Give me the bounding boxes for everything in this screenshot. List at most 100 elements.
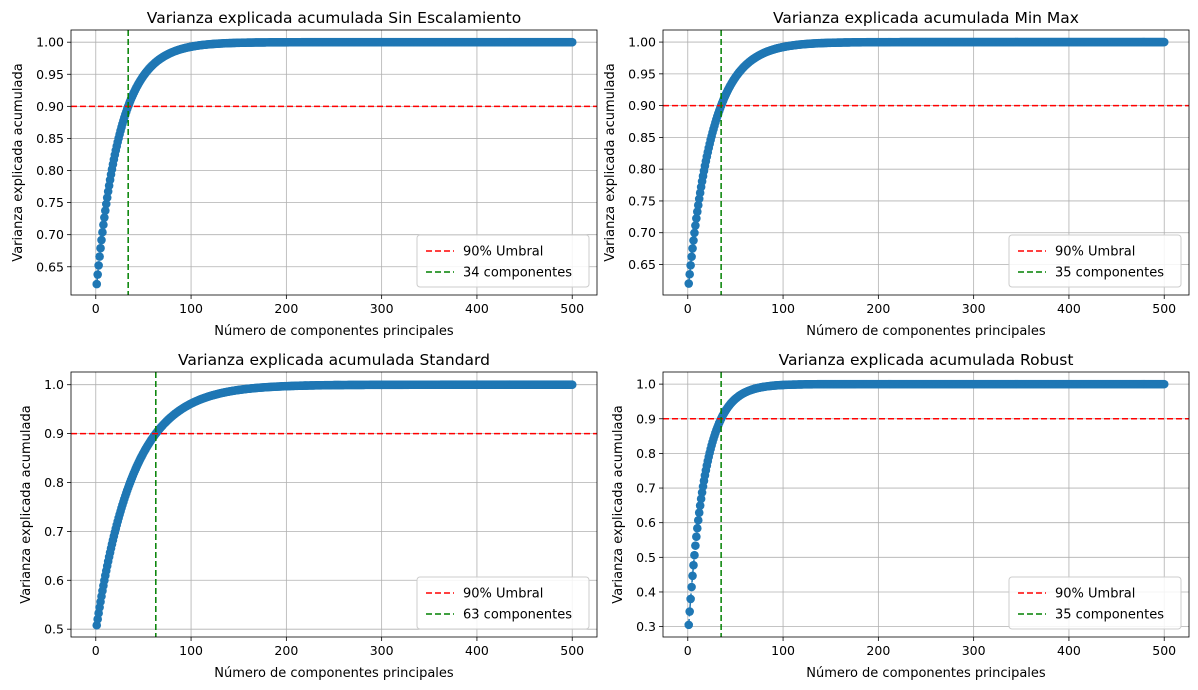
x-tick-label: 0	[92, 301, 100, 316]
y-tick-label: 0.7	[636, 481, 656, 496]
series-group	[92, 380, 577, 630]
series-point	[686, 261, 695, 270]
series-point	[1159, 37, 1169, 47]
x-tick-label: 300	[370, 643, 394, 658]
series-point	[567, 37, 577, 47]
series-point	[687, 252, 696, 262]
y-tick-label: 1.00	[36, 35, 64, 50]
legend: 90% Umbral 35 componentes	[1008, 576, 1182, 630]
axes-frame	[662, 371, 1190, 638]
x-tick-label: 500	[1152, 301, 1176, 316]
x-tick-label: 300	[370, 301, 394, 316]
x-tick-label: 300	[962, 301, 986, 316]
series-point	[684, 279, 694, 288]
series-point	[688, 244, 697, 253]
series-point	[689, 236, 698, 245]
y-tick-label: 0.90	[36, 99, 64, 114]
series-point	[690, 550, 699, 560]
x-tick-label: 200	[274, 301, 298, 316]
series-point	[692, 532, 701, 541]
y-tick-label: 0.90	[628, 98, 656, 113]
series-point	[693, 200, 703, 210]
series-point	[692, 214, 701, 223]
x-tick-label: 0	[684, 643, 692, 658]
series-point	[686, 594, 695, 604]
y-tick-label: 0.65	[36, 259, 64, 274]
series-point	[693, 207, 702, 216]
x-tick-label: 400	[465, 643, 489, 658]
x-axis-label: Número de componentes principales	[214, 324, 454, 339]
x-tick-label: 100	[771, 643, 795, 658]
x-tick-label: 400	[1057, 643, 1081, 658]
x-axis-label: Número de componentes principales	[214, 666, 454, 681]
y-tick-label: 0.65	[628, 257, 656, 272]
legend-box	[416, 576, 590, 630]
series-point	[685, 269, 694, 279]
series-group	[684, 379, 1169, 630]
x-tick-label: 200	[274, 643, 298, 658]
y-tick-label: 0.85	[628, 130, 656, 145]
y-tick-label: 0.9	[636, 411, 656, 426]
axes-frame	[662, 29, 1190, 296]
subplot-2: 0 100 200 300 400 500 0.65 0.70 0.75 0.80 0.85 0.90…	[603, 9, 1190, 339]
series-point	[95, 252, 104, 261]
series-point	[567, 380, 577, 390]
chart-title: Varianza explicada acumulada Sin Escalam…	[147, 9, 521, 27]
x-axis-label: Número de componentes principales	[806, 324, 1046, 339]
y-axis-label: Varianza explicada acumulada	[611, 405, 626, 603]
legend-label: 90% Umbral	[1055, 245, 1135, 260]
y-tick-label: 0.5	[636, 550, 656, 565]
y-tick-label: 1.0	[636, 377, 656, 392]
y-tick-label: 0.9	[44, 426, 64, 441]
x-tick-label: 200	[866, 643, 890, 658]
series-point	[101, 206, 110, 215]
x-tick-label: 100	[179, 301, 203, 316]
series-group	[92, 37, 577, 289]
x-tick-label: 100	[179, 643, 203, 658]
y-tick-label: 0.85	[36, 131, 64, 146]
series-point	[693, 523, 702, 533]
axes-frame	[70, 29, 598, 296]
legend-box	[416, 234, 590, 288]
legend-box	[1008, 234, 1182, 288]
x-tick-label: 100	[771, 301, 795, 316]
series-point	[97, 235, 106, 245]
x-tick-label: 500	[560, 643, 584, 658]
x-tick-label: 0	[684, 301, 692, 316]
y-tick-label: 0.80	[628, 162, 656, 177]
x-axis-label: Número de componentes principales	[806, 666, 1046, 681]
series-point	[695, 501, 705, 510]
x-tick-label: 0	[92, 643, 100, 658]
x-tick-label: 500	[560, 301, 584, 316]
x-tick-label: 400	[465, 301, 489, 316]
chart-title: Varianza explicada acumulada Standard	[178, 351, 490, 369]
series-point	[690, 228, 699, 238]
y-tick-label: 0.95	[36, 67, 64, 82]
subplot-4: 0 100 200 300 400 500 0.3 0.4 0.5 0.6 0.7 0.8 0.9 1.0…	[611, 351, 1190, 681]
series-point	[694, 508, 704, 517]
series-point	[691, 221, 700, 230]
legend-box	[1008, 576, 1182, 630]
x-tick-label: 200	[866, 301, 890, 316]
y-tick-label: 0.75	[36, 195, 64, 210]
series-point	[98, 227, 107, 237]
legend-label: 90% Umbral	[1055, 587, 1135, 602]
y-tick-label: 1.0	[44, 377, 64, 392]
axes-frame	[70, 371, 598, 638]
y-tick-label: 0.70	[628, 225, 656, 240]
chart-title: Varianza explicada acumulada Robust	[779, 351, 1074, 369]
series-point	[93, 270, 102, 279]
series-point	[101, 199, 111, 209]
x-tick-label: 400	[1057, 301, 1081, 316]
legend-label: 90% Umbral	[463, 245, 543, 260]
y-tick-label: 0.8	[636, 446, 656, 461]
series-point	[689, 560, 698, 570]
chart-title: Varianza explicada acumulada Min Max	[773, 9, 1079, 27]
y-tick-label: 0.5	[44, 622, 64, 637]
series-group	[684, 37, 1169, 288]
y-tick-label: 0.6	[636, 515, 656, 530]
series-point	[1159, 379, 1169, 389]
series-point	[688, 571, 697, 581]
y-tick-label: 0.4	[636, 584, 656, 599]
